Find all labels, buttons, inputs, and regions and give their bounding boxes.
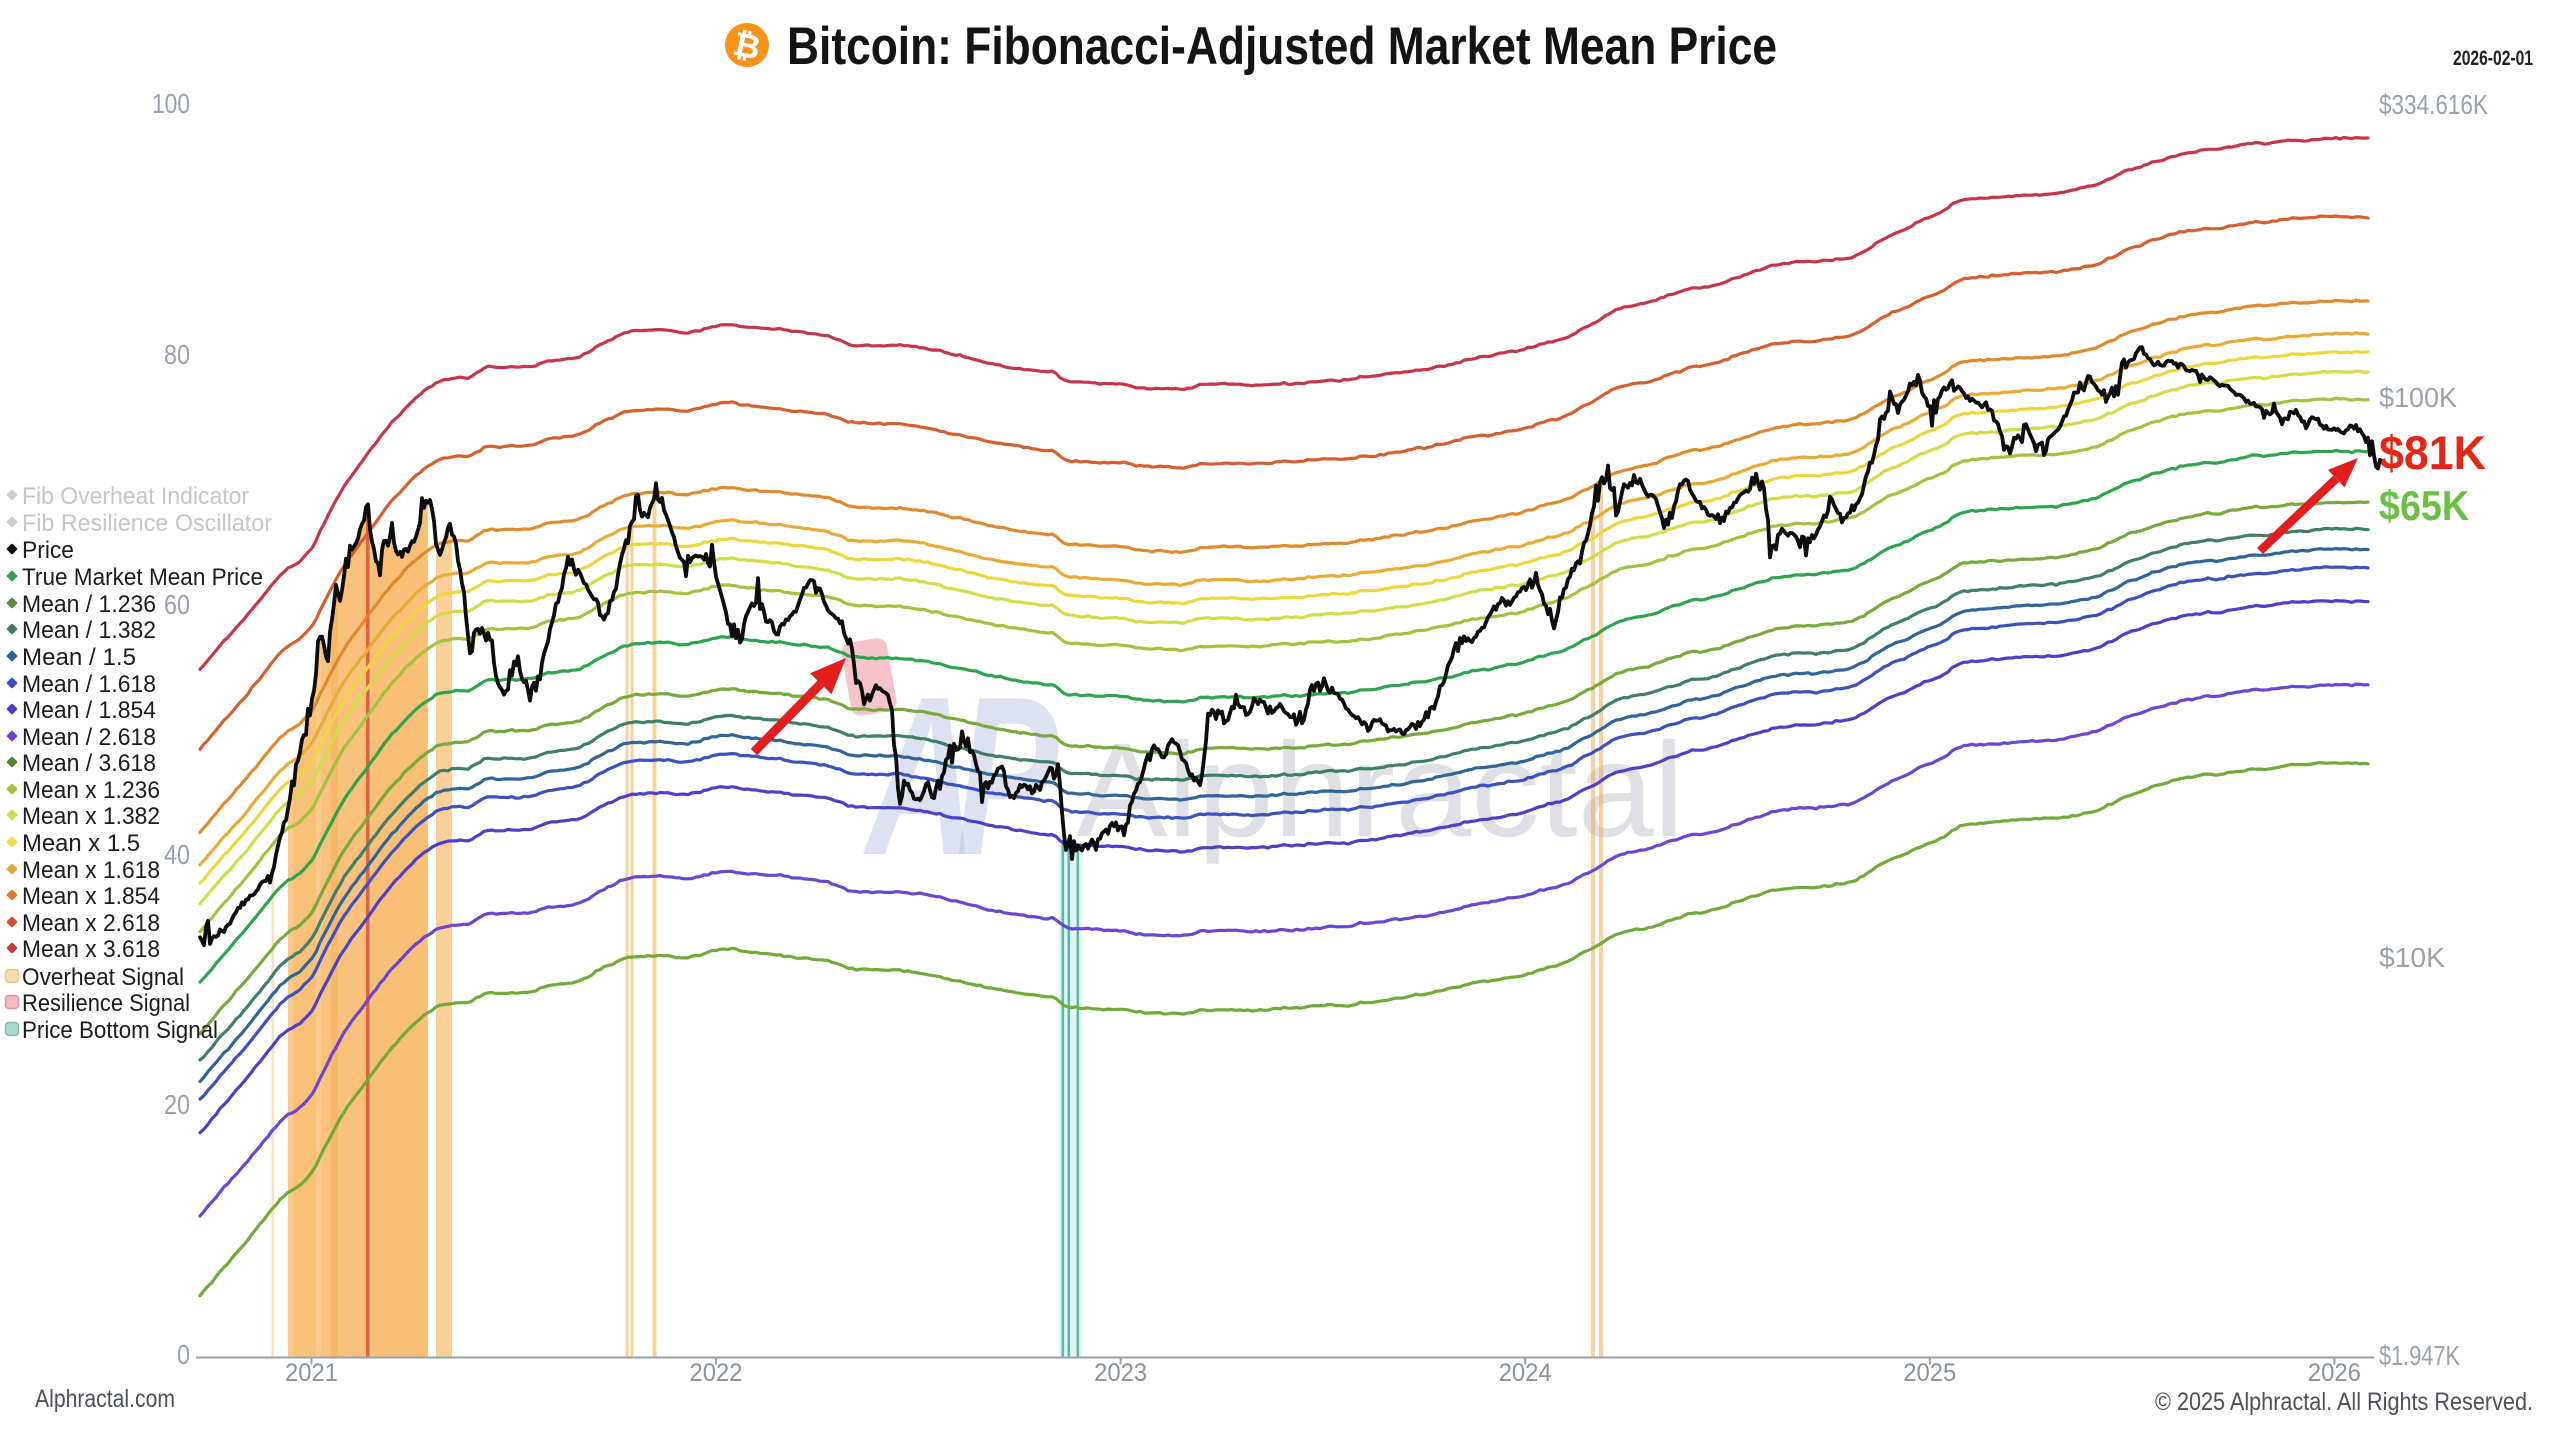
svg-text:Mean / 1.5: Mean / 1.5 (22, 644, 136, 671)
svg-text:$81K: $81K (2379, 426, 2486, 479)
svg-text:2026-02-01: 2026-02-01 (2453, 47, 2533, 70)
svg-text:2021: 2021 (285, 1359, 338, 1387)
svg-text:40: 40 (164, 839, 190, 870)
svg-text:2026: 2026 (2308, 1359, 2361, 1387)
svg-text:$100K: $100K (2379, 382, 2457, 413)
svg-text:Mean x 1.236: Mean x 1.236 (22, 777, 160, 804)
svg-text:Fib Overheat Indicator: Fib Overheat Indicator (22, 483, 249, 510)
svg-text:Mean x 1.382: Mean x 1.382 (22, 803, 160, 830)
svg-text:Mean x 1.854: Mean x 1.854 (22, 883, 160, 910)
svg-text:80: 80 (164, 339, 190, 370)
svg-text:Mean / 1.236: Mean / 1.236 (22, 591, 156, 618)
svg-text:Mean x 1.5: Mean x 1.5 (22, 830, 140, 857)
svg-text:Mean / 1.382: Mean / 1.382 (22, 617, 156, 644)
svg-text:$10K: $10K (2379, 942, 2445, 973)
svg-text:Price: Price (22, 537, 74, 564)
svg-text:Fib Resilience Oscillator: Fib Resilience Oscillator (22, 510, 272, 537)
svg-text:Mean / 3.618: Mean / 3.618 (22, 750, 156, 777)
svg-text:Mean x 1.618: Mean x 1.618 (22, 857, 160, 884)
svg-text:2025: 2025 (1903, 1359, 1956, 1387)
svg-text:Price Bottom Signal: Price Bottom Signal (22, 1017, 218, 1044)
svg-text:Mean / 1.618: Mean / 1.618 (22, 671, 156, 698)
svg-text:2022: 2022 (690, 1359, 743, 1387)
svg-text:True Market Mean Price: True Market Mean Price (22, 564, 263, 591)
svg-text:Resilience Signal: Resilience Signal (22, 990, 190, 1017)
svg-text:2023: 2023 (1094, 1359, 1147, 1387)
svg-text:$65K: $65K (2379, 482, 2469, 529)
svg-text:20: 20 (164, 1089, 190, 1120)
svg-text:Mean / 2.618: Mean / 2.618 (22, 724, 156, 751)
svg-text:Mean x 2.618: Mean x 2.618 (22, 910, 160, 937)
svg-text:Alphractal.com: Alphractal.com (35, 1385, 175, 1413)
svg-text:Bitcoin: Fibonacci-Adjusted Ma: Bitcoin: Fibonacci-Adjusted Market Mean … (787, 17, 1777, 76)
svg-text:Mean x 3.618: Mean x 3.618 (22, 936, 160, 963)
svg-text:0: 0 (177, 1339, 190, 1370)
svg-text:100: 100 (152, 88, 190, 119)
svg-text:Mean / 1.854: Mean / 1.854 (22, 697, 156, 724)
svg-text:Overheat Signal: Overheat Signal (22, 964, 184, 991)
svg-text:$334.616K: $334.616K (2379, 89, 2488, 120)
svg-text:$1.947K: $1.947K (2379, 1340, 2460, 1371)
svg-text:60: 60 (164, 589, 190, 620)
svg-text:© 2025 Alphractal. All Rights: © 2025 Alphractal. All Rights Reserved. (2155, 1388, 2533, 1416)
svg-text:2024: 2024 (1499, 1359, 1552, 1387)
